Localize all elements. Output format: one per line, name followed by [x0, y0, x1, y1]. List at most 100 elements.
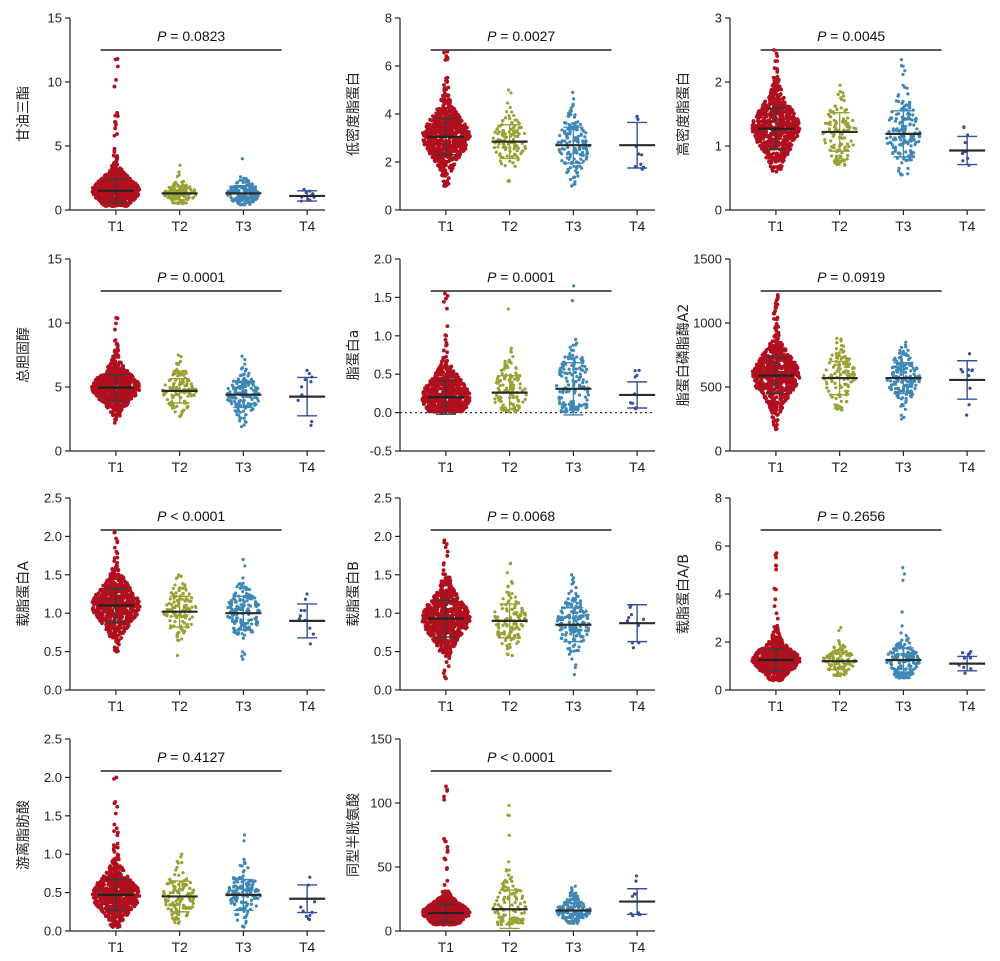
data-point	[452, 138, 457, 143]
data-point	[444, 363, 449, 368]
data-point	[226, 386, 230, 391]
data-point	[566, 167, 570, 171]
data-point	[93, 191, 98, 195]
data-point	[435, 163, 440, 168]
data-point	[788, 111, 793, 115]
data-point	[770, 167, 775, 172]
data-point	[557, 400, 562, 405]
data-point	[238, 178, 242, 182]
data-point	[917, 135, 922, 139]
data-point	[126, 377, 131, 382]
data-point	[434, 111, 439, 116]
data-point	[899, 173, 903, 177]
data-point	[95, 377, 100, 382]
data-point	[833, 125, 837, 129]
data-point	[445, 306, 449, 311]
y-tick-label: 0	[55, 444, 62, 459]
data-point	[766, 155, 771, 160]
data-point	[578, 152, 582, 157]
data-point	[242, 176, 246, 180]
data-point	[253, 389, 257, 393]
y-tick-label: 15	[48, 252, 62, 267]
data-point	[243, 413, 248, 417]
group-t3	[225, 354, 262, 429]
data-point	[896, 151, 900, 155]
data-point	[846, 153, 850, 158]
data-point	[906, 92, 910, 96]
data-point	[575, 408, 580, 412]
data-point	[913, 142, 917, 147]
data-point	[585, 155, 589, 159]
data-point	[506, 307, 510, 311]
data-point	[560, 128, 564, 132]
data-point	[788, 147, 793, 151]
data-point	[242, 416, 246, 420]
data-point	[517, 399, 521, 403]
data-point	[581, 378, 585, 382]
y-tick-label: 1.0	[374, 328, 392, 343]
data-point	[564, 376, 568, 380]
data-point	[509, 346, 513, 350]
data-point	[164, 189, 168, 193]
data-point	[894, 128, 898, 132]
data-point	[909, 150, 913, 154]
data-point	[456, 113, 461, 118]
data-point	[913, 117, 918, 121]
data-point	[500, 133, 504, 137]
data-point	[834, 158, 838, 162]
data-point	[92, 389, 97, 394]
data-point	[239, 425, 243, 429]
data-point	[754, 114, 759, 119]
data-point	[901, 72, 905, 77]
data-point	[765, 152, 770, 156]
data-point	[459, 381, 464, 386]
data-point	[828, 120, 832, 124]
x-tick-label-t3: T3	[565, 218, 582, 234]
data-point	[105, 393, 110, 398]
data-point	[461, 388, 466, 393]
data-point	[233, 390, 237, 394]
data-point	[845, 157, 849, 161]
data-point	[568, 352, 572, 356]
data-point	[175, 404, 179, 408]
data-point	[567, 150, 571, 154]
data-point	[917, 140, 921, 144]
data-point	[897, 135, 902, 139]
p-value-text: = 0.0919	[826, 269, 885, 285]
data-point	[93, 183, 98, 188]
data-point	[458, 119, 463, 123]
data-point	[836, 92, 840, 97]
data-point	[246, 383, 251, 387]
data-point	[244, 420, 248, 424]
data-point	[240, 354, 244, 358]
data-point	[573, 175, 577, 179]
group-t1	[421, 49, 472, 188]
p-value-text: = 0.0823	[166, 28, 225, 44]
data-point	[903, 69, 907, 73]
data-point	[102, 176, 107, 181]
data-point	[567, 389, 571, 393]
data-point	[558, 390, 562, 394]
data-point	[495, 377, 500, 381]
data-point	[795, 123, 800, 128]
data-point	[436, 406, 440, 411]
data-point	[426, 408, 431, 413]
group-t1	[750, 292, 802, 432]
data-point	[888, 135, 892, 139]
data-point	[117, 390, 121, 395]
data-point	[431, 140, 436, 145]
data-point	[230, 198, 234, 202]
data-point	[906, 172, 910, 176]
data-point	[762, 116, 767, 120]
data-point	[115, 64, 120, 69]
data-point	[441, 179, 446, 184]
data-point	[451, 130, 455, 135]
data-point	[839, 96, 843, 100]
data-point	[111, 406, 116, 411]
data-point	[568, 177, 573, 182]
data-point	[583, 135, 587, 139]
data-point	[575, 138, 579, 142]
data-point	[633, 369, 637, 373]
data-point	[452, 106, 456, 111]
